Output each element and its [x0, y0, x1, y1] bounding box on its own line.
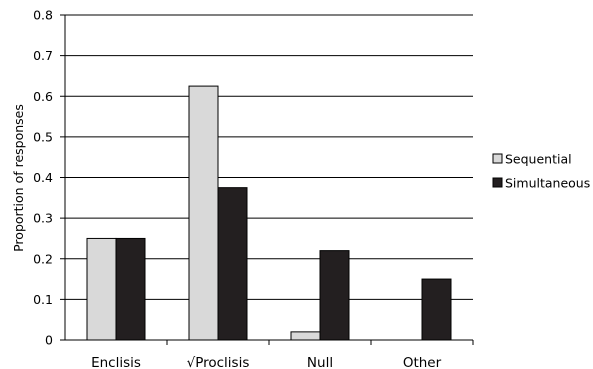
- bar-sequential-1: [86, 237, 117, 341]
- x-tick-label: Other: [403, 355, 442, 369]
- legend-label-simultaneous: Simultaneous: [505, 176, 590, 191]
- y-tick-label: 0.3: [33, 211, 53, 226]
- y-tick-labels: 0 0.1 0.2 0.3 0.4 0.5 0.6 0.7 0.8: [33, 8, 53, 348]
- bar-simultaneous-4: [421, 278, 452, 341]
- bars: [86, 85, 474, 345]
- y-tick-label: 0.1: [33, 292, 53, 307]
- bar-simultaneous-2: [217, 187, 248, 341]
- y-tick-label: 0.7: [33, 48, 53, 63]
- y-tick-label: 0.8: [33, 8, 53, 23]
- y-tick-label: 0.4: [33, 170, 53, 185]
- x-tick-labels: Enclisis √Proclisis Null Other: [91, 355, 442, 369]
- legend-label-sequential: Sequential: [505, 152, 572, 167]
- x-tick-label: Null: [307, 355, 333, 369]
- legend: Sequential Simultaneous: [492, 152, 590, 191]
- legend-swatch-simultaneous: [492, 177, 503, 188]
- x-tick-label: Enclisis: [91, 355, 141, 369]
- legend-swatch-sequential: [492, 153, 503, 164]
- y-tick-label: 0.5: [33, 129, 53, 144]
- y-tick-label: 0: [45, 333, 53, 348]
- bar-simultaneous-3: [319, 250, 350, 341]
- y-tick-label: 0.6: [33, 89, 53, 104]
- bar-sequential-3: [290, 331, 321, 341]
- axes: [64, 15, 473, 341]
- x-tick-label: √Proclisis: [187, 355, 250, 369]
- y-tick-label: 0.2: [33, 251, 53, 266]
- bar-simultaneous-1: [115, 237, 146, 341]
- y-axis-label: Proportion of responses: [11, 104, 26, 252]
- bar-sequential-2: [188, 85, 219, 341]
